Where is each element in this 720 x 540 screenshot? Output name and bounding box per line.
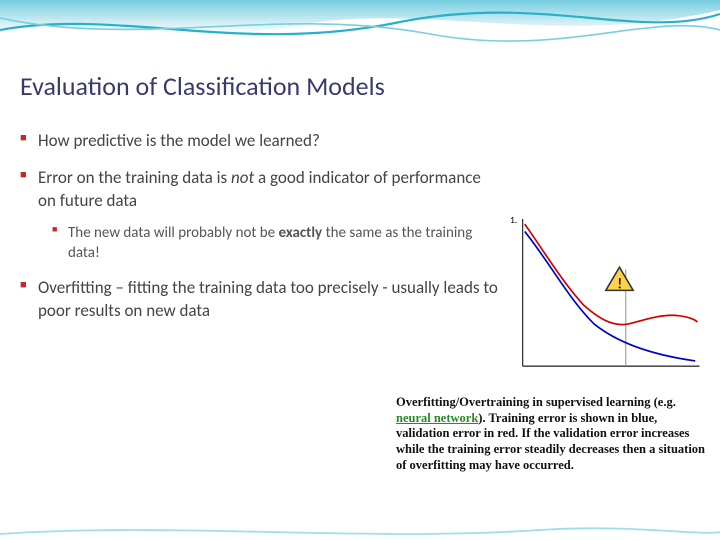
bullet-2: Error on the training data is not a good… [20, 167, 500, 263]
overfitting-chart: 1. ! [510, 200, 710, 385]
y-tick-top: 1. [510, 214, 517, 226]
footer-wave [0, 524, 720, 540]
bullet-3: Overfitting – fitting the training data … [20, 277, 500, 323]
bullet-2-em: not [231, 167, 254, 188]
bullet-3-text: Overfitting – fitting the training data … [38, 277, 498, 321]
page-title: Evaluation of Classification Models [20, 70, 700, 102]
validation-error-curve [525, 224, 698, 325]
bullet-2-pre: Error on the training data is [38, 167, 231, 188]
bullet-1: How predictive is the model we learned? [20, 130, 500, 153]
caption-pre: Overfitting/Overtraining in supervised l… [396, 395, 676, 409]
chart-caption: Overfitting/Overtraining in supervised l… [396, 395, 712, 473]
sub-bullet-bold: exactly [279, 224, 323, 242]
sub-bullet-list: The new data will probably not be exactl… [52, 223, 500, 264]
caption-link[interactable]: neural network [396, 411, 478, 425]
bullet-1-text: How predictive is the model we learned? [38, 130, 320, 151]
header-wave [0, 0, 720, 60]
sub-bullet-1: The new data will probably not be exactl… [52, 223, 500, 264]
sub-bullet-pre: The new data will probably not be [68, 224, 279, 242]
warning-bang: ! [617, 274, 622, 292]
training-error-curve [525, 231, 696, 360]
